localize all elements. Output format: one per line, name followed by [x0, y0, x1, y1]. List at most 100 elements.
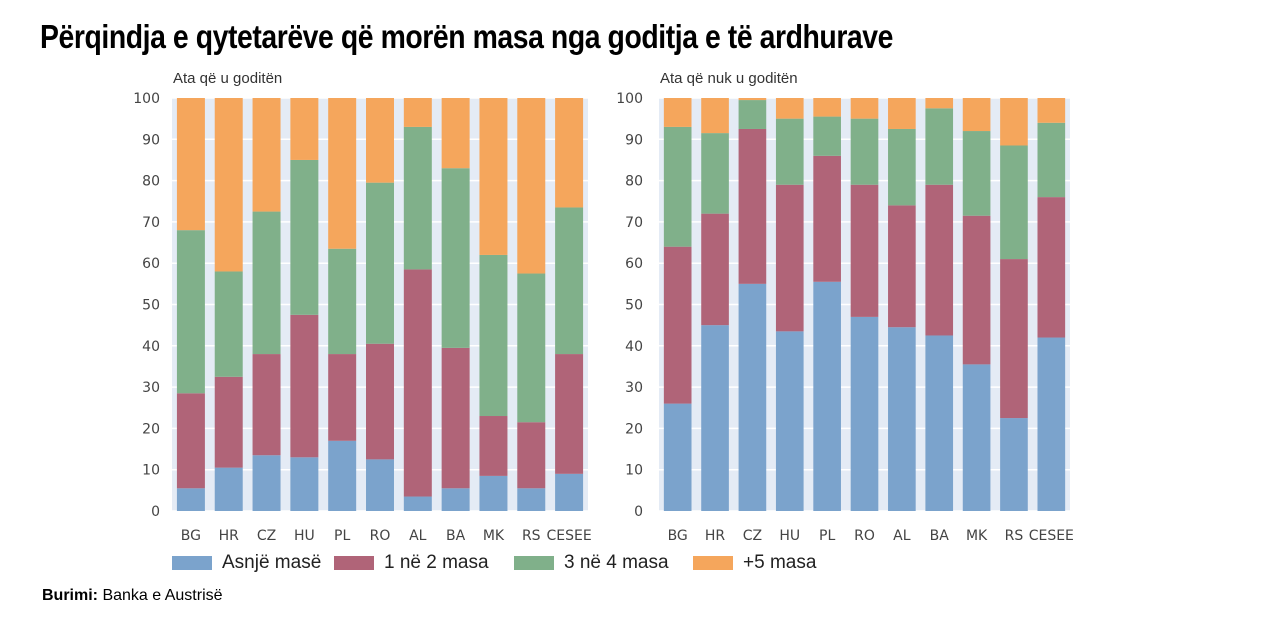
bar-segment: [888, 128, 916, 206]
bar-segment: [1000, 98, 1028, 146]
y-tick-label: 20: [142, 421, 160, 437]
bar-segment: [775, 184, 804, 332]
bar-segment: [290, 98, 319, 160]
bar-segment: [214, 98, 243, 272]
y-tick-label: 60: [625, 256, 643, 272]
bar-segment: [441, 98, 470, 169]
y-tick-label: 70: [625, 215, 643, 231]
bar-segment: [888, 98, 916, 129]
bar-segment: [517, 422, 546, 489]
source: Burimi: Banka e Austrisë: [42, 587, 223, 605]
legend-label: 3 në 4 masa: [564, 552, 669, 573]
bar-segment: [403, 496, 432, 511]
x-tick-label: CZ: [257, 528, 276, 544]
x-tick-label: AL: [409, 528, 427, 544]
bar-segment: [1037, 337, 1066, 511]
bar-segment: [775, 118, 804, 185]
bar-segment: [813, 116, 841, 156]
bar-segment: [479, 254, 508, 417]
x-tick-label: RO: [370, 528, 391, 544]
bar-segment: [441, 347, 470, 489]
bar-segment: [441, 488, 470, 511]
legend-label: 1 në 2 masa: [384, 552, 489, 573]
bar-segment: [813, 155, 841, 282]
bar-segment: [176, 230, 205, 394]
bar-segment: [850, 98, 879, 119]
legend-label: +5 masa: [743, 552, 817, 573]
bar-segment: [366, 98, 394, 183]
x-tick-label: RO: [854, 528, 875, 544]
bar-segment: [701, 325, 729, 511]
y-tick-label: 90: [625, 132, 643, 148]
bar-segment: [403, 98, 432, 127]
y-tick-label: 10: [142, 463, 160, 479]
bar-segment: [925, 108, 954, 185]
legend-item-3-4: 3 në 4 masa: [514, 552, 669, 574]
bar-segment: [1000, 259, 1028, 419]
y-tick-label: 30: [142, 380, 160, 396]
bar-segment: [962, 215, 991, 365]
bar-segment: [290, 159, 319, 315]
bar-segment: [517, 488, 546, 511]
x-tick-label: HU: [779, 528, 800, 544]
bar-segment: [1000, 418, 1028, 511]
bar-segment: [252, 211, 281, 355]
bar-segment: [962, 364, 991, 511]
legend-item-5plus: +5 masa: [693, 552, 816, 574]
bar-segment: [328, 248, 357, 355]
bar-segment: [888, 205, 916, 328]
bar-segment: [962, 98, 991, 132]
x-tick-label: HU: [294, 528, 315, 544]
bar-segment: [1037, 122, 1066, 198]
bar-segment: [555, 473, 584, 511]
x-tick-label: CESEE: [546, 528, 591, 544]
bar-segment: [479, 475, 508, 511]
x-tick-label: CZ: [743, 528, 762, 544]
bar-segment: [555, 354, 584, 474]
legend-label: Asnjë masë: [222, 552, 322, 573]
x-tick-label: CESEE: [1029, 528, 1074, 544]
bar-segment: [813, 98, 841, 117]
bar-segment: [214, 271, 243, 377]
bar-segment: [366, 182, 394, 344]
bar-segment: [1037, 98, 1066, 123]
x-tick-label: BG: [668, 528, 688, 544]
x-tick-label: BA: [930, 528, 950, 544]
x-tick-label: PL: [334, 528, 350, 544]
bar-segment: [1000, 145, 1028, 260]
y-tick-label: 90: [142, 132, 160, 148]
bar-segment: [176, 393, 205, 489]
bar-segment: [663, 246, 692, 404]
bar-segment: [850, 118, 879, 185]
y-tick-label: 40: [142, 339, 160, 355]
legend-swatch: [172, 556, 212, 570]
bar-segment: [366, 343, 394, 460]
y-tick-label: 100: [616, 91, 643, 107]
bar-segment: [403, 269, 432, 497]
bar-segment: [555, 207, 584, 355]
bar-segment: [738, 98, 767, 101]
bar-segment: [663, 98, 692, 127]
left-panel-title: Ata që u goditën: [173, 70, 283, 87]
y-tick-label: 80: [142, 174, 160, 190]
bar-segment: [328, 354, 357, 441]
bar-segment: [1037, 197, 1066, 338]
bar-segment: [366, 459, 394, 511]
source-text: Banka e Austrisë: [102, 587, 223, 604]
x-tick-label: RS: [522, 528, 541, 544]
bar-segment: [290, 457, 319, 511]
bar-segment: [252, 354, 281, 456]
bar-segment: [663, 126, 692, 247]
bar-segment: [775, 331, 804, 511]
bar-segment: [850, 316, 879, 511]
bar-segment: [813, 281, 841, 511]
bar-segment: [850, 184, 879, 317]
y-tick-label: 30: [625, 380, 643, 396]
y-tick-label: 70: [142, 215, 160, 231]
x-tick-label: PL: [819, 528, 835, 544]
y-tick-label: 80: [625, 174, 643, 190]
bar-segment: [252, 455, 281, 511]
bar-segment: [479, 416, 508, 476]
bar-segment: [663, 403, 692, 511]
